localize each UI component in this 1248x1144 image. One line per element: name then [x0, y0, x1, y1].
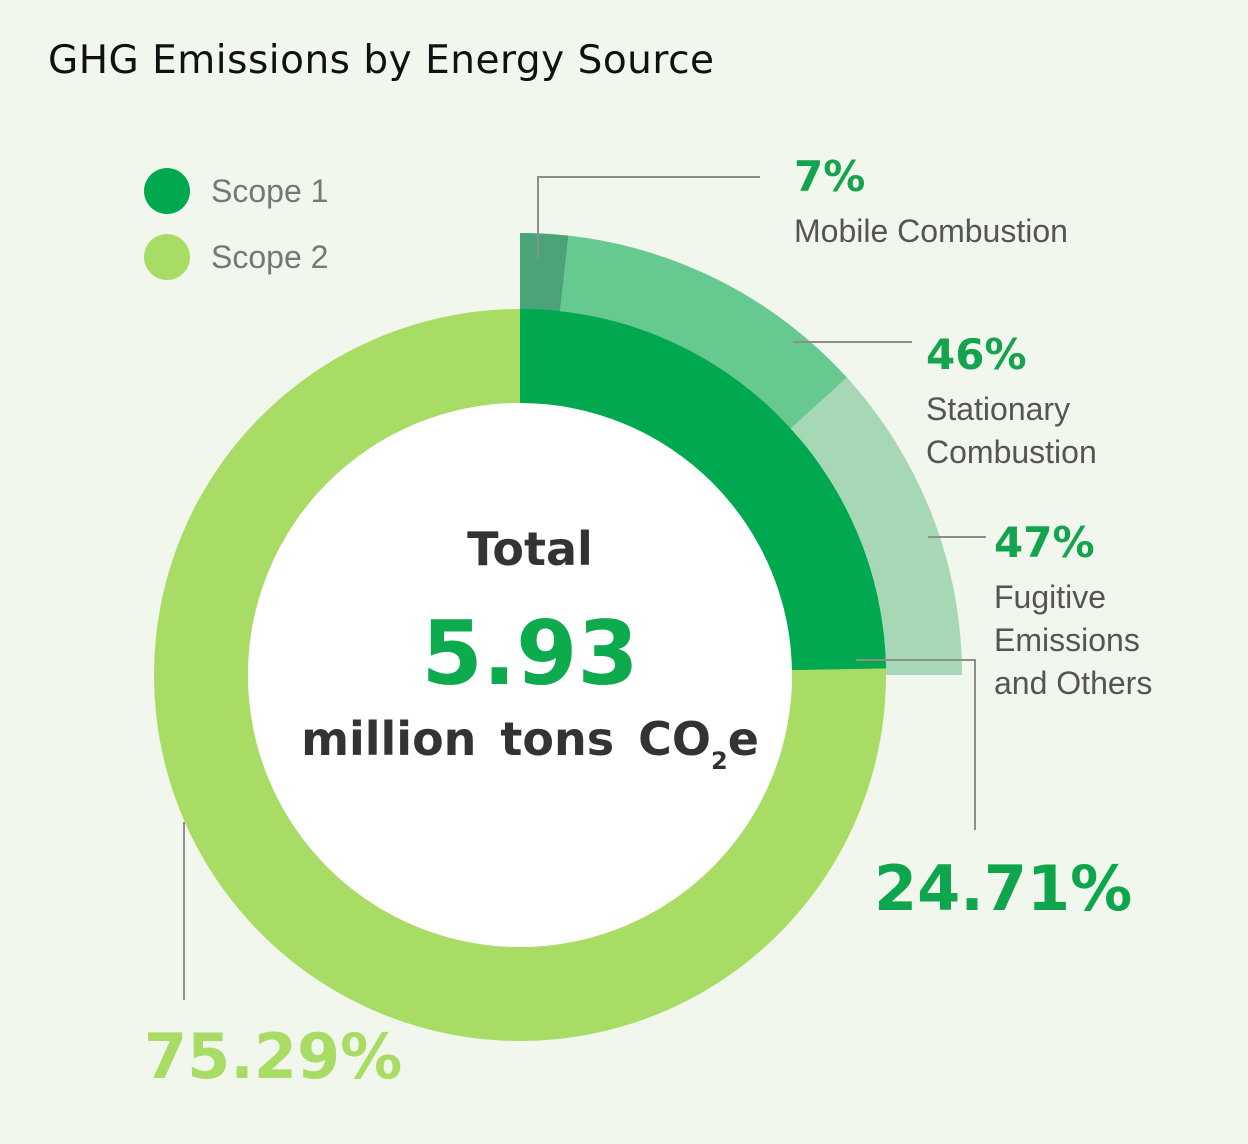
- mobile-combustion-pct: 7%: [794, 152, 866, 201]
- legend-label: Scope 2: [211, 238, 329, 275]
- fugitive-emissions-label: Fugitive Emissions and Others: [994, 579, 1153, 701]
- scope-1-pct: 24.71%: [874, 852, 1133, 925]
- stationary-combustion-pct: 46%: [926, 330, 1027, 379]
- center-total-label: Total: [467, 522, 593, 576]
- unit-tail: e: [727, 712, 759, 766]
- center-unit: million tons CO2e: [0, 712, 1060, 775]
- unit-text: million tons CO: [301, 712, 712, 766]
- legend-item-scope-1: Scope 1: [144, 158, 328, 224]
- center-total-value: 5.93: [421, 602, 639, 705]
- scope-2-pct: 75.29%: [144, 1020, 403, 1093]
- unit-subscript: 2: [711, 747, 728, 775]
- donut-hole: [248, 403, 792, 947]
- legend-item-scope-2: Scope 2: [144, 224, 328, 290]
- stationary-combustion-label: Stationary Combustion: [926, 391, 1097, 470]
- leader-line-scope-1: [856, 659, 976, 830]
- legend-swatch-scope-2: [144, 234, 190, 280]
- legend-label: Scope 1: [211, 172, 329, 209]
- legend-swatch-scope-1: [144, 168, 190, 214]
- legend: Scope 1 Scope 2: [144, 158, 328, 290]
- mobile-combustion-label: Mobile Combustion: [794, 213, 1068, 249]
- fugitive-emissions-pct: 47%: [994, 518, 1095, 567]
- chart-title: GHG Emissions by Energy Source: [48, 38, 715, 83]
- leader-line-mobile: [537, 176, 760, 258]
